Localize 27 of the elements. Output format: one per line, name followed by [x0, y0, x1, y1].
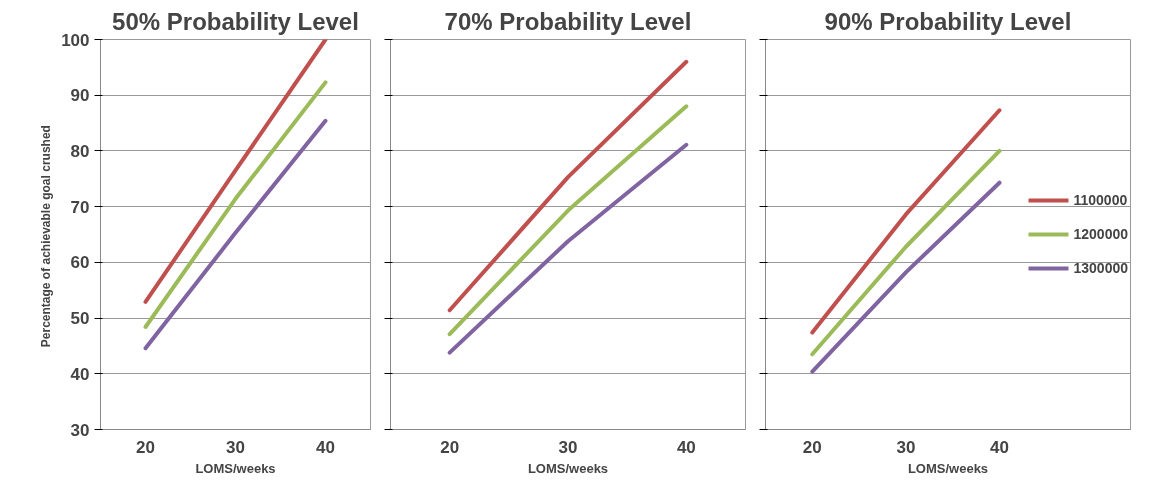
x-tick-label: 30: [558, 437, 578, 457]
x-tick-label: 30: [226, 437, 245, 457]
chart-title: 50% Probability Level: [112, 7, 359, 35]
x-axis-title: LOMS/weeks: [907, 460, 989, 476]
y-tick-label: 80: [70, 141, 90, 161]
y-tick-label: 40: [70, 364, 90, 384]
x-tick-label: 40: [676, 437, 696, 457]
y-axis-title: Percentage of achievable goal crushed: [39, 125, 54, 348]
x-tick-label: 20: [802, 437, 822, 457]
y-tick-label: 100: [61, 30, 90, 50]
legend-label: 1300000: [1073, 260, 1128, 276]
x-axis-title: LOMS/weeks: [195, 460, 276, 476]
x-tick-label: 20: [440, 437, 460, 457]
y-tick-label: 30: [70, 420, 90, 440]
chart-title: 90% Probability Level: [824, 7, 1072, 35]
y-tick-label: 70: [70, 197, 90, 217]
chart-title: 70% Probability Level: [444, 7, 692, 35]
x-axis-title: LOMS/weeks: [527, 460, 609, 476]
x-tick-label: 20: [136, 437, 155, 457]
x-tick-label: 40: [990, 437, 1009, 457]
x-tick-label: 40: [316, 437, 335, 457]
y-tick-label: 60: [70, 253, 90, 273]
x-tick-label: 30: [896, 437, 916, 457]
y-tick-label: 50: [70, 309, 90, 329]
legend-label: 1100000: [1073, 192, 1128, 208]
y-tick-label: 90: [70, 86, 90, 106]
legend-label: 1200000: [1073, 226, 1128, 242]
